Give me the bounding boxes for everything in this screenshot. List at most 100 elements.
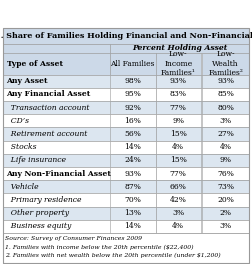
Text: Stocks: Stocks [6,143,37,151]
Text: 3%: 3% [172,209,184,217]
Text: 27%: 27% [217,130,234,138]
Text: CD’s: CD’s [6,117,29,125]
Text: 66%: 66% [170,183,187,191]
Text: 87%: 87% [124,183,141,191]
Bar [110,180,155,194]
Text: 15%: 15% [170,130,187,138]
Bar [202,180,249,194]
Bar [3,220,249,233]
Text: Any Asset: Any Asset [6,77,48,85]
Bar [3,141,249,154]
Bar [3,233,249,263]
Text: Vehicle: Vehicle [6,183,39,191]
Text: 20%: 20% [217,196,234,204]
Text: 83%: 83% [170,90,187,98]
Bar [3,128,249,141]
Text: 93%: 93% [217,77,234,85]
Bar [155,194,201,207]
Bar [202,88,249,101]
Text: Transaction account: Transaction account [6,103,89,112]
Text: Retirement account: Retirement account [6,130,87,138]
Bar [202,220,249,233]
Text: Any Financial Asset: Any Financial Asset [6,90,90,98]
Bar [155,88,201,101]
Bar [202,53,249,75]
Text: 4%: 4% [172,222,184,230]
Bar [155,220,201,233]
Text: 76%: 76% [217,169,234,178]
Bar [3,75,249,88]
Bar [155,128,201,141]
Bar [155,154,201,167]
Bar [110,220,155,233]
Bar [110,75,155,88]
Text: Source: Survey of Consumer Finances 2009: Source: Survey of Consumer Finances 2009 [5,236,142,241]
Text: 24%: 24% [124,156,141,164]
Text: 15%: 15% [170,156,187,164]
Text: 56%: 56% [124,130,141,138]
Text: 16%: 16% [124,117,141,125]
Bar [3,207,249,220]
Bar [155,75,201,88]
Bar [202,75,249,88]
Bar [202,207,249,220]
Bar [155,101,201,114]
Bar [110,88,155,101]
Bar [155,114,201,128]
Text: 4%: 4% [172,143,184,151]
Bar [202,194,249,207]
Text: 98%: 98% [124,77,141,85]
Text: Type of Asset: Type of Asset [7,60,63,68]
Text: Life insurance: Life insurance [6,156,66,164]
Bar [202,128,249,141]
Text: 77%: 77% [170,103,187,112]
Text: 93%: 93% [124,169,141,178]
Bar [155,53,201,75]
Bar [202,141,249,154]
Text: 13%: 13% [124,209,141,217]
Bar [155,141,201,154]
Text: 42%: 42% [170,196,187,204]
Text: Business equity: Business equity [6,222,71,230]
Text: 93%: 93% [170,77,187,85]
Bar [202,167,249,180]
Bar [3,53,110,75]
Text: 92%: 92% [124,103,141,112]
Bar [202,114,249,128]
Bar [110,53,155,75]
Bar [110,207,155,220]
Bar [3,114,249,128]
Text: 3%: 3% [219,117,232,125]
Bar [202,101,249,114]
Bar [3,44,110,53]
Bar [110,44,249,53]
Text: All Families: All Families [111,60,155,68]
Text: 3%: 3% [219,222,232,230]
Text: Table 1. Share of Families Holding Financial and Non-Financial Assets: Table 1. Share of Families Holding Finan… [0,32,252,40]
Bar [110,154,155,167]
Text: 80%: 80% [217,103,234,112]
Bar [3,180,249,194]
Bar [3,154,249,167]
Bar [3,28,249,44]
Bar [155,207,201,220]
Text: Any Non-Financial Asset: Any Non-Financial Asset [6,169,111,178]
Text: Low-
Wealth
Families²: Low- Wealth Families² [208,50,243,77]
Text: Primary residence: Primary residence [6,196,81,204]
Text: 14%: 14% [124,143,141,151]
Text: 77%: 77% [170,169,187,178]
Text: Low-
Income
Families¹: Low- Income Families¹ [161,50,196,77]
Bar [202,154,249,167]
Bar [3,88,249,101]
Bar [110,101,155,114]
Text: 14%: 14% [124,222,141,230]
Text: 1. Families with income below the 20th percentile ($22,400): 1. Families with income below the 20th p… [5,244,194,250]
Bar [110,194,155,207]
Bar [3,28,249,263]
Bar [155,167,201,180]
Text: 9%: 9% [172,117,184,125]
Bar [110,128,155,141]
Bar [110,141,155,154]
Text: 95%: 95% [124,90,141,98]
Text: 85%: 85% [217,90,234,98]
